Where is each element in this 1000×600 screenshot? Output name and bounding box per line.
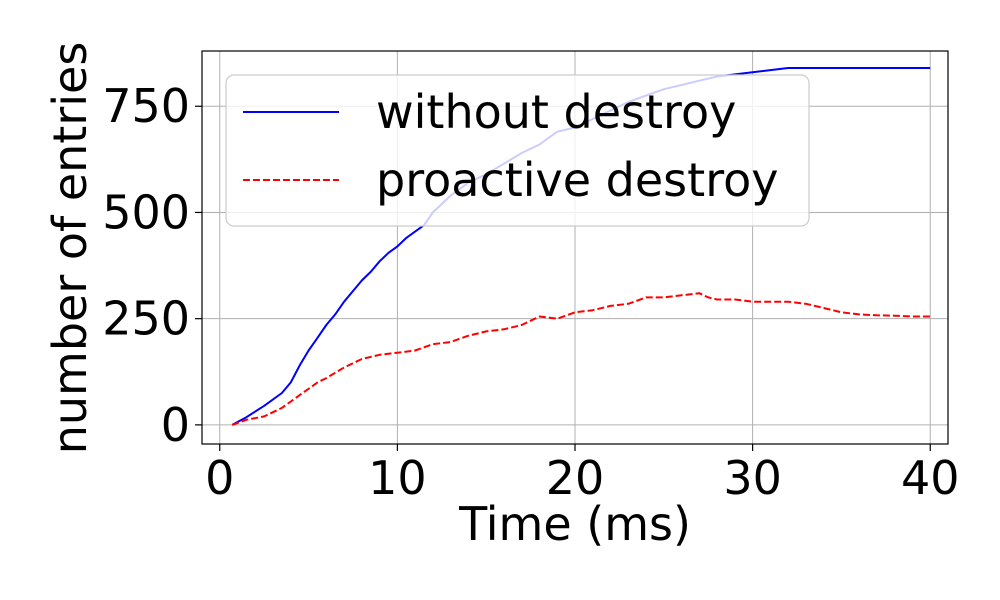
legend-label-proactive-destroy: proactive destroy — [376, 153, 778, 207]
y-tick-label: 500 — [102, 185, 190, 239]
y-tick-label: 750 — [102, 79, 190, 133]
legend: without destroy proactive destroy — [225, 74, 810, 227]
x-axis-label: Time (ms) — [458, 497, 691, 551]
legend-label-without-destroy: without destroy — [376, 85, 736, 139]
legend-frame — [225, 74, 810, 227]
x-tick-label: 40 — [901, 451, 960, 505]
x-tick-label: 30 — [723, 451, 782, 505]
x-tick-label: 20 — [546, 451, 605, 505]
x-tick-label: 10 — [368, 451, 427, 505]
y-tick-label: 0 — [161, 398, 190, 452]
x-tick-label: 0 — [205, 451, 234, 505]
y-axis-label: number of entries — [43, 42, 97, 455]
y-tick-label: 250 — [102, 292, 190, 346]
axis-ticks: 0 10 20 30 40 0 250 500 750 — [102, 79, 959, 505]
